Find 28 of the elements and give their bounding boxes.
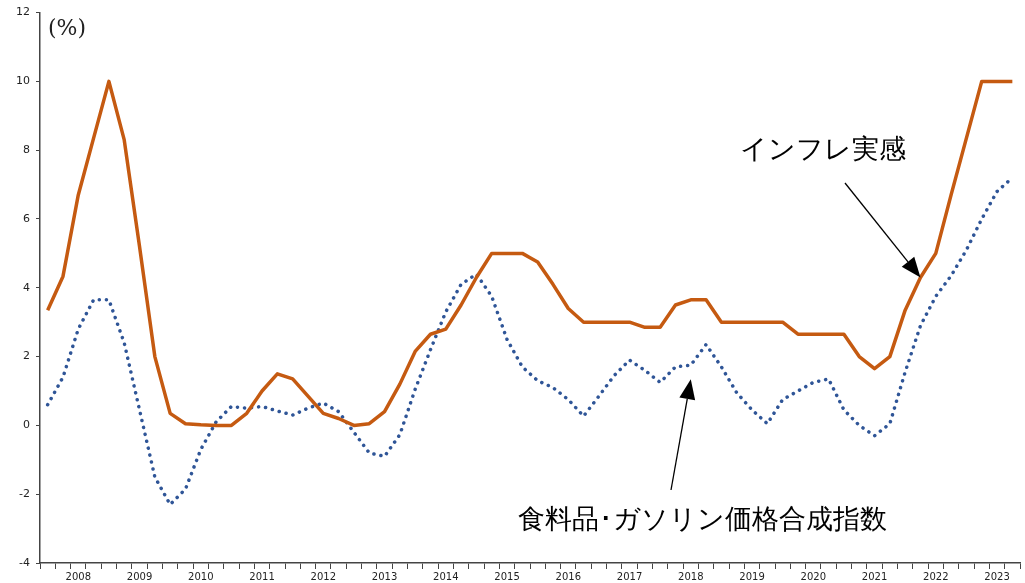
y-axis-title: (%) bbox=[48, 14, 87, 40]
y-tick-label: -4 bbox=[19, 555, 30, 569]
x-tick-label: 2009 bbox=[126, 570, 153, 582]
x-tick-label: 2017 bbox=[616, 570, 643, 582]
text: 食料品･ガソリン価格合成指数 bbox=[518, 503, 887, 534]
x-tick-label: 2011 bbox=[249, 570, 275, 582]
y-tick-label: 4 bbox=[23, 280, 30, 294]
y-tick-label: 8 bbox=[23, 143, 30, 157]
y-tick-label: 0 bbox=[23, 418, 30, 432]
x-tick-label: 2021 bbox=[861, 570, 888, 582]
y-tick-label: 6 bbox=[23, 211, 30, 225]
x-tick-label: 2015 bbox=[494, 570, 520, 582]
x-tick-label: 2016 bbox=[555, 570, 582, 582]
y-tick-label: 2 bbox=[23, 349, 30, 363]
x-tick-label: 2014 bbox=[433, 570, 459, 582]
x-tick-label: 2023 bbox=[984, 570, 1010, 582]
series-label: インフレ実感 bbox=[740, 133, 906, 164]
y-tick-label: 12 bbox=[16, 5, 30, 19]
x-tick-label: 2020 bbox=[800, 570, 827, 582]
x-tick-label: 2019 bbox=[739, 570, 765, 582]
x-tick-label: 2018 bbox=[678, 570, 704, 582]
x-tick-label: 2010 bbox=[188, 570, 214, 582]
y-tick-label: -2 bbox=[19, 487, 30, 501]
x-tick-label: 2013 bbox=[371, 570, 398, 582]
y-tick-label: 10 bbox=[16, 74, 30, 88]
x-tick-label: 2008 bbox=[65, 570, 92, 582]
x-tick-label: 2012 bbox=[310, 570, 337, 582]
x-tick-label: 2022 bbox=[923, 570, 949, 582]
